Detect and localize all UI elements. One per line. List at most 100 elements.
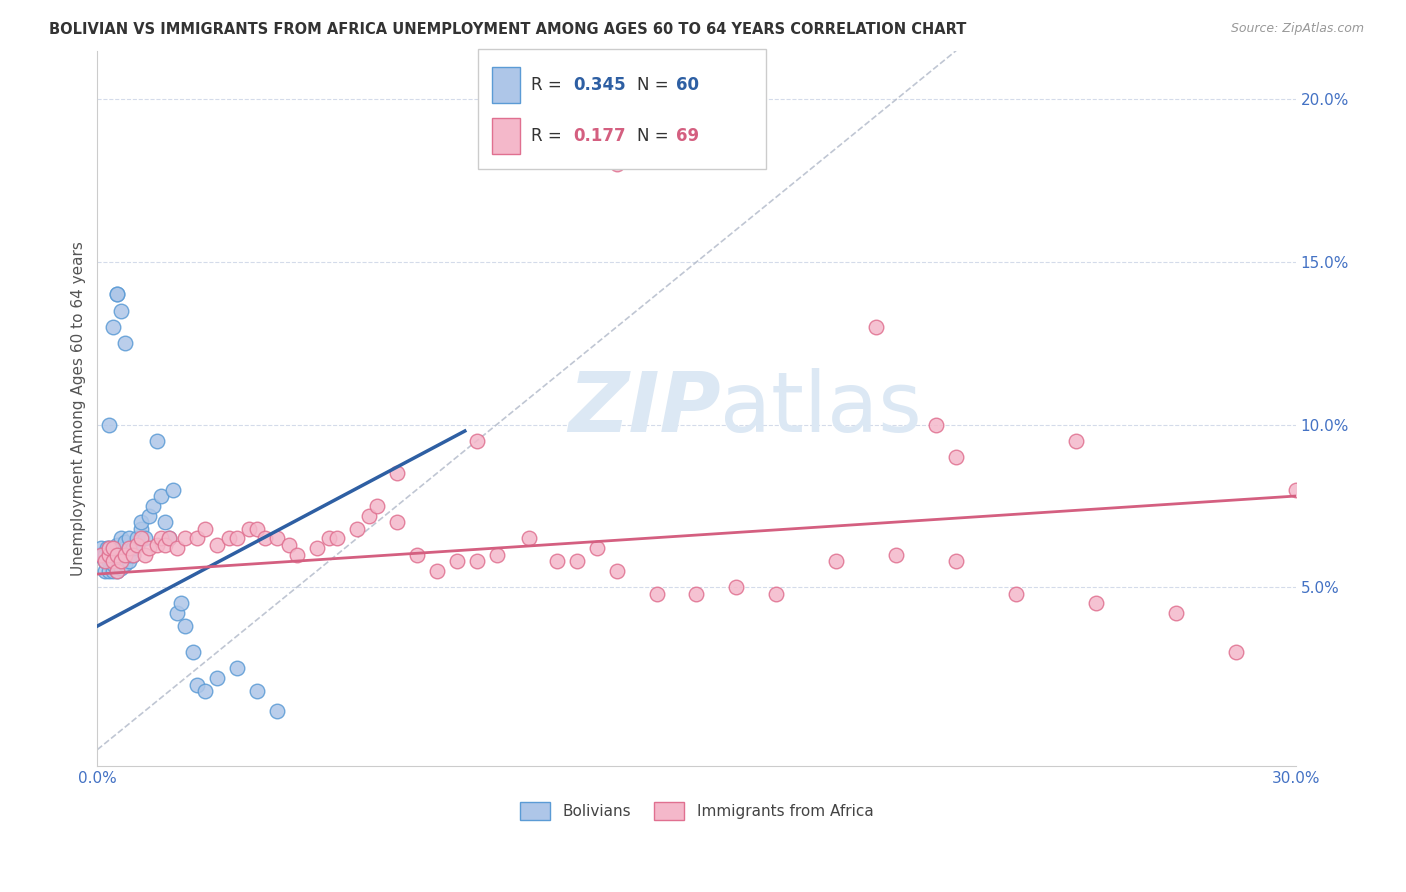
Point <box>426 564 449 578</box>
Point <box>89 548 111 562</box>
Point <box>98 548 121 562</box>
Point <box>105 541 128 555</box>
Point <box>246 684 269 698</box>
Point <box>138 541 160 555</box>
Text: N =: N = <box>637 76 673 95</box>
Point <box>546 554 568 568</box>
Point <box>155 515 177 529</box>
Point <box>186 531 208 545</box>
Point <box>157 531 180 545</box>
Point <box>318 531 340 545</box>
Point <box>98 564 121 578</box>
Point <box>105 554 128 568</box>
Point <box>114 541 136 555</box>
Point <box>205 538 228 552</box>
Point <box>346 522 368 536</box>
Point <box>129 531 152 545</box>
Point <box>105 287 128 301</box>
Y-axis label: Unemployment Among Ages 60 to 64 years: Unemployment Among Ages 60 to 64 years <box>72 241 86 575</box>
Point <box>465 554 488 568</box>
Point <box>122 548 145 562</box>
Point <box>122 548 145 562</box>
Text: 69: 69 <box>676 127 699 145</box>
Point <box>105 287 128 301</box>
Point <box>127 538 149 552</box>
Point <box>105 538 128 552</box>
Point <box>129 522 152 536</box>
Point <box>194 684 217 698</box>
Point <box>96 541 118 555</box>
Point <box>118 531 141 545</box>
Point <box>105 564 128 578</box>
Point <box>326 531 349 545</box>
Point <box>606 564 628 578</box>
Point <box>1225 645 1247 659</box>
Text: R =: R = <box>531 76 568 95</box>
Text: Source: ZipAtlas.com: Source: ZipAtlas.com <box>1230 22 1364 36</box>
Point <box>266 531 288 545</box>
Point <box>305 541 328 555</box>
Text: 60: 60 <box>676 76 699 95</box>
Point <box>138 508 160 523</box>
Point <box>114 336 136 351</box>
Point <box>465 434 488 448</box>
Point <box>110 541 132 555</box>
Point <box>406 548 429 562</box>
Point <box>105 548 128 562</box>
Point <box>266 704 288 718</box>
Point <box>90 548 112 562</box>
Point <box>765 586 787 600</box>
Point <box>93 548 115 562</box>
Point <box>162 483 184 497</box>
Point <box>157 531 180 545</box>
Point <box>103 558 125 572</box>
Point <box>98 417 121 432</box>
Point <box>98 548 121 562</box>
Point <box>100 554 122 568</box>
Point <box>485 548 508 562</box>
Point <box>94 564 117 578</box>
Point <box>134 548 156 562</box>
Point <box>90 548 112 562</box>
Point <box>278 538 301 552</box>
Point <box>146 538 169 552</box>
Point <box>103 320 125 334</box>
Point <box>170 596 193 610</box>
Point <box>166 541 188 555</box>
Text: N =: N = <box>637 127 673 145</box>
Point <box>94 554 117 568</box>
Point <box>127 531 149 545</box>
Point <box>246 522 269 536</box>
Point <box>385 515 408 529</box>
Point <box>110 303 132 318</box>
Point <box>118 548 141 562</box>
Point <box>94 548 117 562</box>
Point <box>565 554 588 568</box>
Point <box>114 548 136 562</box>
Point <box>150 531 173 545</box>
Point <box>174 619 197 633</box>
Point <box>205 671 228 685</box>
Text: 0.345: 0.345 <box>574 76 626 95</box>
Point <box>385 467 408 481</box>
Point <box>226 531 249 545</box>
Point <box>1005 586 1028 600</box>
Point <box>825 554 848 568</box>
Point <box>114 534 136 549</box>
Point <box>110 554 132 568</box>
Point <box>118 541 141 555</box>
Point <box>585 541 607 555</box>
Point <box>114 558 136 572</box>
Point <box>517 531 540 545</box>
Point <box>110 554 132 568</box>
Point <box>98 541 121 555</box>
Point <box>945 450 967 464</box>
Point <box>285 548 308 562</box>
Point <box>104 548 127 562</box>
Point <box>110 531 132 545</box>
Point <box>1064 434 1087 448</box>
Point <box>94 554 117 568</box>
Point <box>174 531 197 545</box>
Point <box>127 538 149 552</box>
Text: BOLIVIAN VS IMMIGRANTS FROM AFRICA UNEMPLOYMENT AMONG AGES 60 TO 64 YEARS CORREL: BOLIVIAN VS IMMIGRANTS FROM AFRICA UNEMP… <box>49 22 966 37</box>
